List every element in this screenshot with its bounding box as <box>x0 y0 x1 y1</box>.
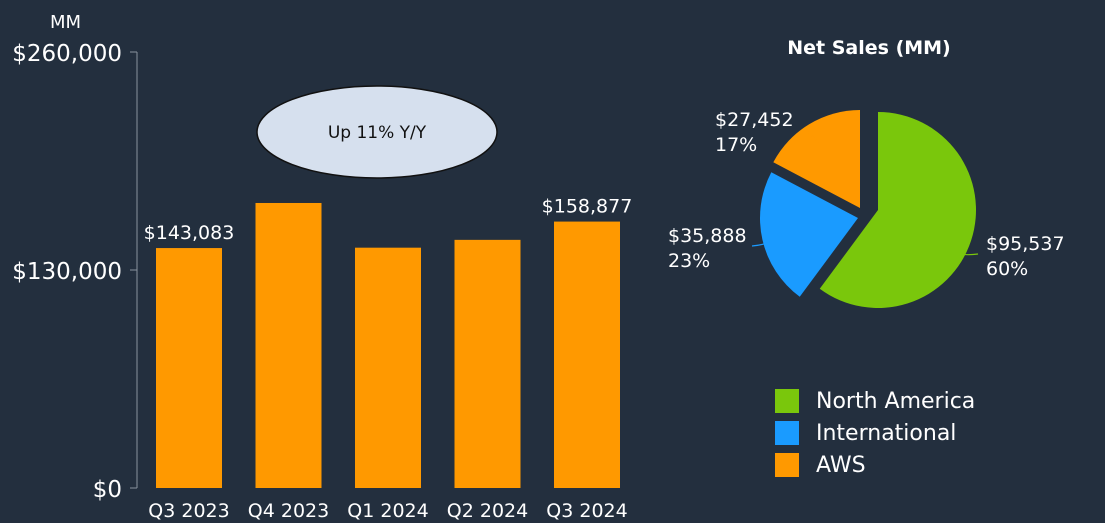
legend-item-aws: AWS <box>775 449 975 481</box>
x-tick-label: Q3 2023 <box>148 500 229 522</box>
leader-line <box>751 240 773 247</box>
y-axis-unit-label: MM <box>50 12 81 33</box>
bar-data-label: $158,877 <box>542 196 633 218</box>
y-tick-label: $130,000 <box>12 259 122 285</box>
pie-slice-north-america <box>819 112 977 308</box>
y-tick-label: $260,000 <box>12 41 122 67</box>
legend-item-international: International <box>775 417 975 449</box>
annotation-text: Up 11% Y/Y <box>328 123 427 143</box>
green-square-icon <box>775 389 799 413</box>
legend-item-north-america: North America <box>775 385 975 417</box>
bar-data-label: $143,083 <box>144 222 235 244</box>
legend-label: AWS <box>816 452 866 478</box>
legend-label: North America <box>816 388 976 414</box>
leader-line <box>805 127 821 144</box>
slice-percent-label: 60% <box>986 258 1028 280</box>
pie-slice-aws <box>773 110 860 208</box>
slice-value-label: $35,888 <box>668 225 747 247</box>
x-tick-label: Q2 2024 <box>447 500 528 522</box>
slice-value-label: $95,537 <box>986 233 1065 255</box>
blue-square-icon <box>775 421 799 445</box>
pie-slice-international <box>760 172 858 297</box>
bar <box>554 221 620 488</box>
slice-percent-label: 23% <box>668 250 710 272</box>
x-tick-label: Q3 2024 <box>546 500 627 522</box>
bar <box>156 248 222 488</box>
orange-square-icon <box>775 453 799 477</box>
slice-value-label: $27,452 <box>715 109 794 131</box>
leader-line <box>952 251 979 256</box>
annotation-bubble <box>256 85 498 179</box>
pie-legend: North America International AWS <box>775 385 975 481</box>
pie-title: Net Sales (MM) <box>787 37 951 59</box>
bar <box>355 247 421 488</box>
bar <box>255 202 322 489</box>
y-tick-label: $0 <box>93 477 122 503</box>
bar <box>454 239 521 488</box>
slice-percent-label: 17% <box>715 134 757 156</box>
legend-label: International <box>816 420 957 446</box>
x-tick-label: Q1 2024 <box>347 500 428 522</box>
x-tick-label: Q4 2023 <box>248 500 329 522</box>
